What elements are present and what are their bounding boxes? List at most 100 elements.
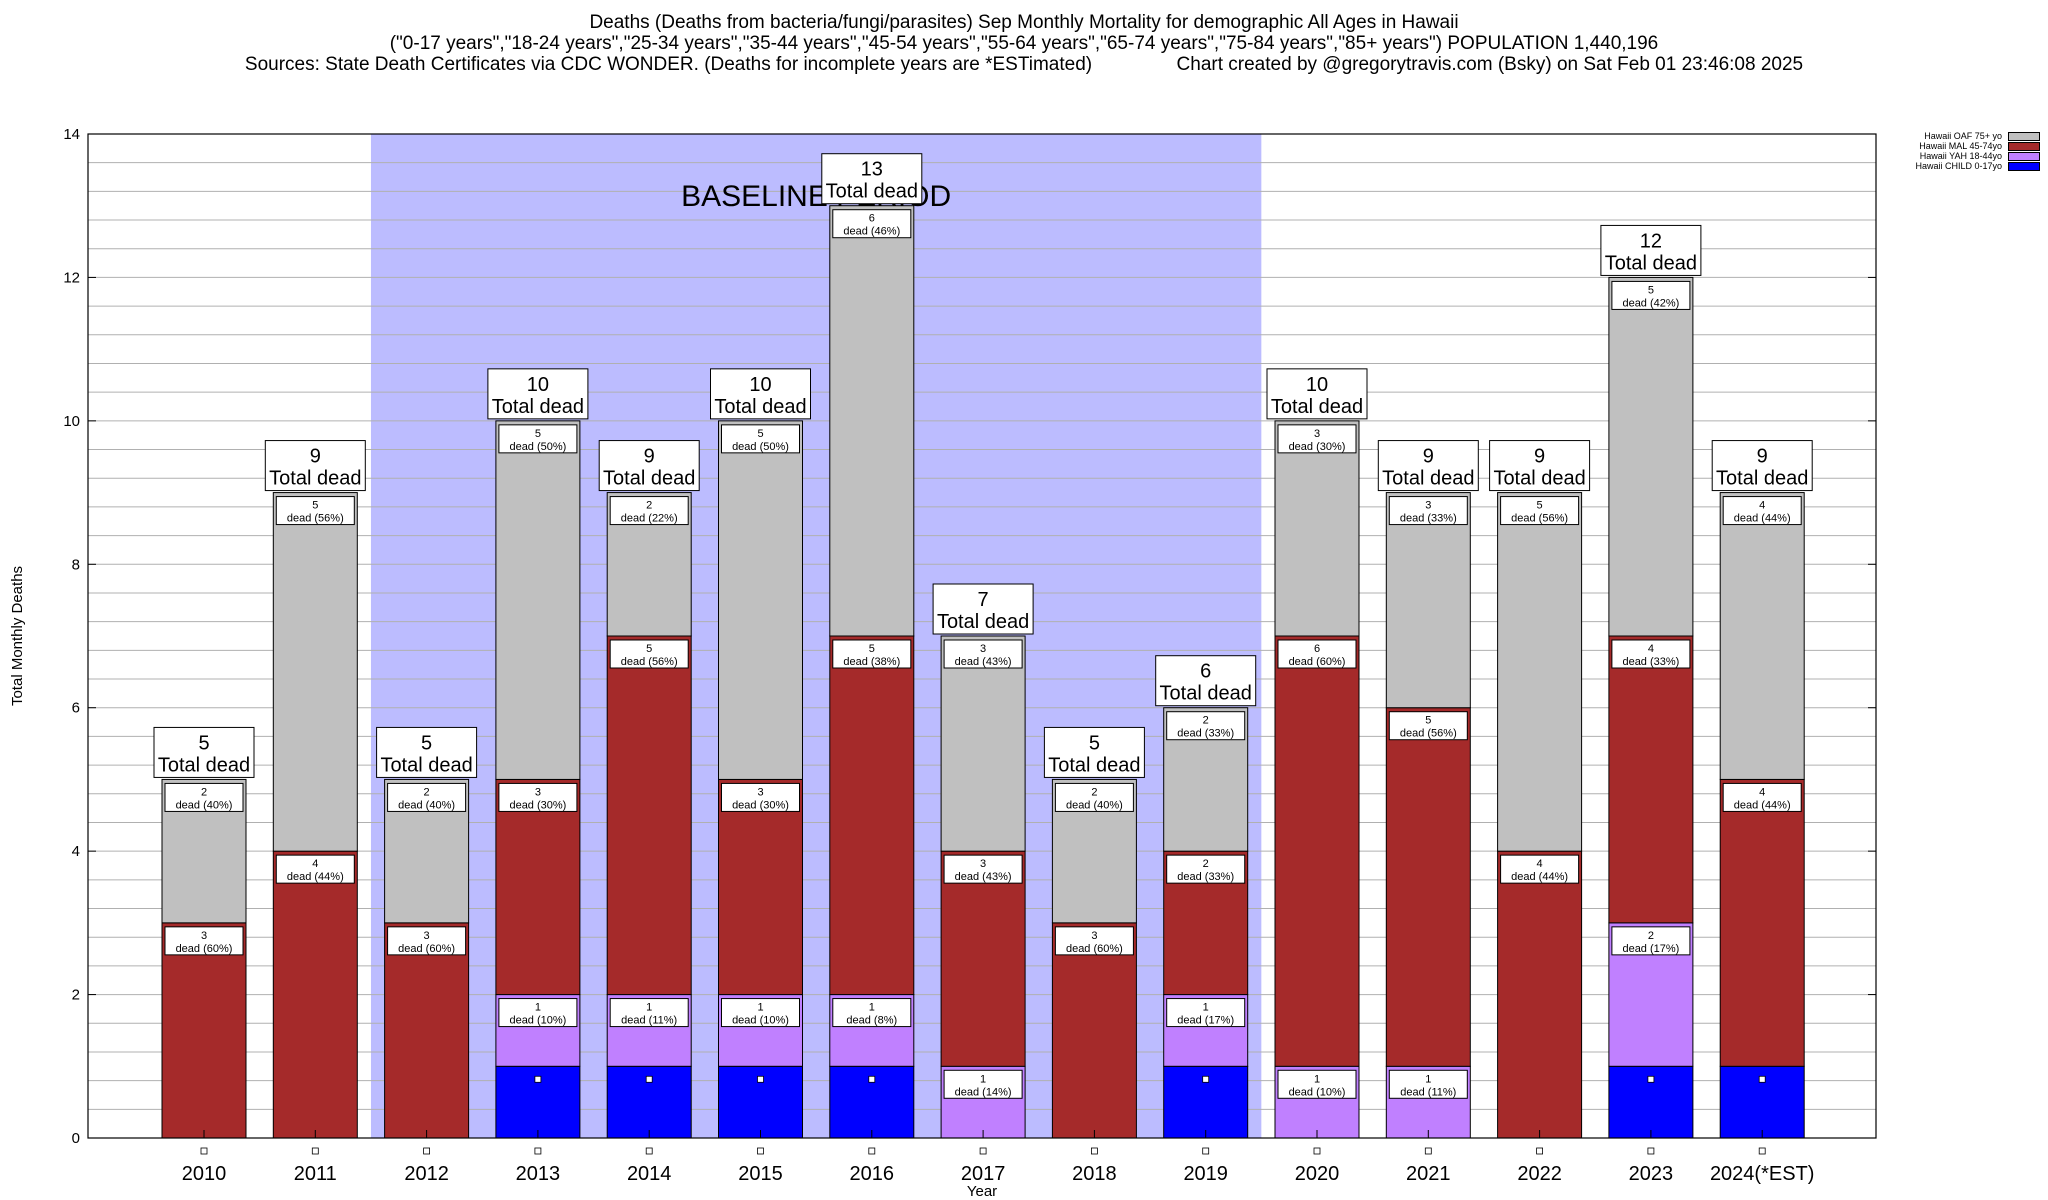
segment-pct-label: dead (8%): [846, 1015, 897, 1027]
total-count-label: 6: [1200, 661, 1211, 683]
x-tick-marker: [200, 1147, 208, 1155]
segment-pct-label: dead (11%): [621, 1015, 677, 1027]
segment-count-label: 3: [757, 786, 763, 798]
x-tick-label: 2015: [738, 1163, 783, 1185]
total-label-box: [1043, 726, 1145, 778]
segment-count-label: 3: [980, 643, 986, 655]
segment-label-box: [498, 998, 578, 1028]
chart-source-line: Sources: State Death Certificates via CD…: [244, 54, 1804, 75]
x-tick-marker: [1091, 1147, 1098, 1155]
segment-count-label: 2: [1203, 858, 1209, 870]
segment-pct-label: dead (44%): [1511, 871, 1568, 883]
legend-entry: Hawaii YAH 18-44yo: [1915, 151, 2040, 161]
segment-label-box: [1054, 926, 1134, 956]
x-tick-label: 2013: [516, 1163, 561, 1185]
x-tick-marker: [645, 1147, 653, 1155]
x-tick-marker: [979, 1147, 987, 1155]
segment-pct-label: dead (60%): [398, 943, 455, 955]
x-tick-marker: [311, 1147, 319, 1155]
x-tick-label: 2011: [294, 1163, 337, 1185]
segment-pct-label: dead (30%): [732, 799, 789, 811]
bar-segment: [718, 778, 803, 996]
legend-entry: Hawaii CHILD 0-17yo: [1915, 161, 2040, 171]
segment-count-label: 2: [1648, 930, 1654, 942]
segment-count-label: 4: [1648, 643, 1654, 655]
y-axis-label: Total Monthly Deaths: [9, 566, 26, 706]
legend-swatch: [2008, 151, 2040, 161]
total-count-label: 10: [527, 374, 549, 396]
bar-segment: [829, 635, 915, 996]
segment-pct-label: dead (56%): [1511, 513, 1568, 525]
segment-pct-label: dead (17%): [1177, 1015, 1234, 1027]
total-text-label: Total dead: [269, 468, 361, 490]
total-text-label: Total dead: [714, 396, 806, 418]
segment-count-label: 5: [646, 643, 652, 655]
x-tick-label: 2017: [961, 1163, 1006, 1185]
total-label-box: [598, 440, 700, 492]
segment-count-label: 2: [424, 786, 430, 798]
segment-pct-label: dead (56%): [287, 513, 344, 525]
segment-count-label: 5: [1425, 715, 1431, 727]
legend-label: Hawaii YAH 18-44yo: [1919, 151, 2002, 161]
segment-count-label: 5: [1537, 500, 1543, 512]
segment-pct-label: dead (10%): [1289, 1086, 1346, 1098]
x-tick-marker: [1536, 1147, 1543, 1155]
segment-label-box: [609, 639, 689, 669]
total-label-box: [821, 153, 923, 205]
segment-count-label: 2: [646, 500, 652, 512]
x-tick-label: 2023: [1629, 1163, 1674, 1185]
total-count-label: 9: [1534, 446, 1545, 468]
x-tick-label: 2014: [627, 1163, 672, 1185]
segment-pct-label: dead (44%): [1734, 799, 1791, 811]
total-text-label: Total dead: [1716, 468, 1808, 490]
total-count-label: 12: [1640, 230, 1662, 252]
y-tick-label: 12: [63, 269, 80, 286]
data-marker: [757, 1075, 764, 1083]
total-label-box: [1600, 224, 1702, 276]
bar-segment: [1385, 707, 1471, 1067]
x-tick-marker: [1647, 1147, 1655, 1155]
segment-pct-label: dead (56%): [621, 656, 678, 668]
total-text-label: Total dead: [1605, 252, 1697, 274]
y-tick-label: 8: [72, 556, 80, 573]
total-label-box: [1266, 368, 1368, 420]
bar-segment: [1274, 635, 1360, 1067]
x-tick-marker: [423, 1147, 431, 1155]
bar-segment: [1497, 492, 1583, 852]
segment-count-label: 5: [869, 643, 875, 655]
legend: Hawaii OAF 75+ yo Hawaii MAL 45-74yo Hawai…: [1915, 131, 2040, 171]
total-count-label: 9: [644, 446, 655, 468]
segment-label-box: [275, 496, 355, 526]
segment-pct-label: dead (14%): [955, 1086, 1012, 1098]
segment-label-box: [832, 639, 912, 669]
segment-count-label: 5: [312, 500, 318, 512]
total-label-box: [264, 440, 366, 492]
segment-count-label: 3: [1425, 500, 1431, 512]
segment-pct-label: dead (33%): [1400, 513, 1457, 525]
bar-segment: [1719, 778, 1805, 1067]
segment-pct-label: dead (56%): [1400, 728, 1457, 740]
segment-label-box: [1277, 424, 1357, 454]
x-tick-marker: [1758, 1147, 1766, 1155]
segment-count-label: 4: [312, 858, 318, 870]
segment-label-box: [1166, 998, 1246, 1028]
x-tick-label: 2012: [404, 1163, 449, 1185]
segment-pct-label: dead (30%): [509, 799, 566, 811]
segment-label-box: [1500, 496, 1580, 526]
x-tick-marker: [1424, 1147, 1432, 1155]
data-marker: [1647, 1075, 1655, 1083]
segment-count-label: 1: [535, 1002, 541, 1014]
total-label-box: [1489, 440, 1591, 492]
bar-segment: [272, 492, 358, 852]
segment-label-box: [1277, 639, 1357, 669]
y-tick-label: 14: [63, 126, 80, 143]
segment-count-label: 3: [535, 786, 541, 798]
legend-label: Hawaii OAF 75+ yo: [1924, 131, 2002, 141]
segment-label-box: [1388, 496, 1468, 526]
total-count-label: 9: [1423, 446, 1434, 468]
total-count-label: 7: [978, 589, 989, 611]
total-label-box: [376, 726, 478, 778]
total-text-label: Total dead: [1048, 754, 1140, 776]
chart-title: Deaths (Deaths from bacteria/fungi/paras…: [589, 12, 1459, 33]
x-tick-marker: [757, 1147, 764, 1155]
